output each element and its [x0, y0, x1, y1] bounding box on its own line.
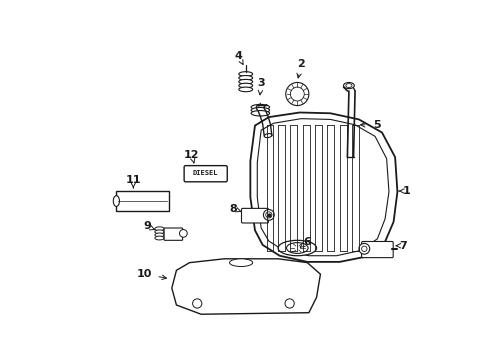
Text: 12: 12: [184, 150, 199, 160]
Text: 10: 10: [137, 269, 152, 279]
Circle shape: [286, 82, 309, 105]
Ellipse shape: [251, 108, 270, 113]
Text: 9: 9: [143, 221, 151, 231]
Ellipse shape: [359, 243, 369, 254]
FancyBboxPatch shape: [117, 191, 169, 211]
Circle shape: [193, 299, 202, 308]
Ellipse shape: [264, 210, 274, 220]
Ellipse shape: [113, 195, 120, 206]
Ellipse shape: [239, 83, 253, 88]
Ellipse shape: [155, 230, 164, 234]
Ellipse shape: [239, 87, 253, 92]
Text: 5: 5: [373, 120, 380, 130]
Ellipse shape: [278, 240, 317, 256]
Text: 2: 2: [297, 59, 305, 69]
Ellipse shape: [155, 233, 164, 237]
FancyBboxPatch shape: [164, 228, 183, 240]
Text: 4: 4: [234, 50, 242, 60]
FancyBboxPatch shape: [362, 242, 393, 258]
Text: 3: 3: [257, 78, 265, 88]
FancyBboxPatch shape: [242, 208, 269, 223]
FancyBboxPatch shape: [184, 166, 227, 182]
Ellipse shape: [239, 80, 253, 84]
Ellipse shape: [251, 111, 270, 116]
Ellipse shape: [179, 230, 187, 237]
Text: 1: 1: [403, 186, 411, 196]
Ellipse shape: [155, 236, 164, 240]
Circle shape: [285, 299, 294, 308]
Text: 6: 6: [303, 237, 311, 247]
Ellipse shape: [343, 82, 354, 89]
Text: 7: 7: [400, 241, 408, 251]
Ellipse shape: [287, 243, 308, 253]
Ellipse shape: [155, 227, 164, 231]
Text: 8: 8: [229, 204, 237, 214]
Text: DIESEL: DIESEL: [193, 170, 219, 176]
Text: 11: 11: [125, 175, 141, 185]
Ellipse shape: [229, 259, 253, 266]
Ellipse shape: [251, 104, 270, 110]
Ellipse shape: [239, 72, 253, 76]
Ellipse shape: [239, 76, 253, 80]
